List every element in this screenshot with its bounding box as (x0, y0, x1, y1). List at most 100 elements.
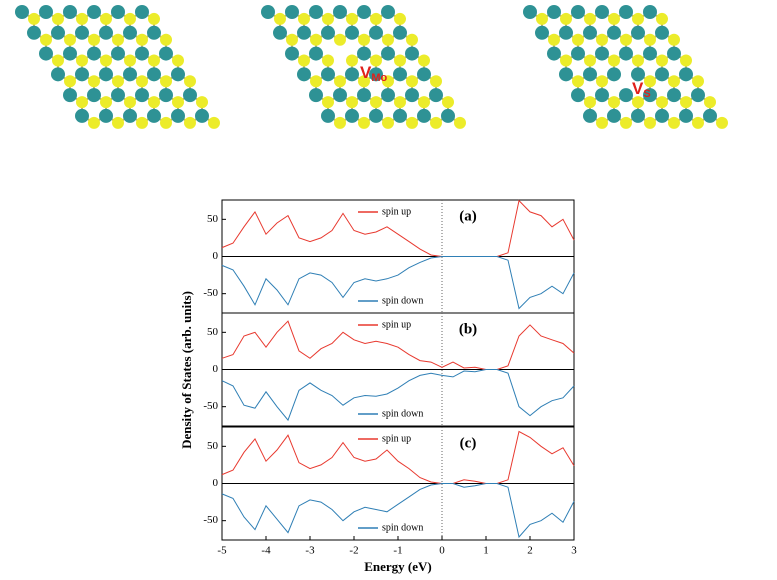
mo-atom (273, 25, 287, 40)
mo-atom (571, 46, 585, 61)
mo-atom (523, 5, 537, 19)
s-atom (548, 33, 560, 46)
mo-atom (393, 67, 407, 82)
vacancy-subscript: Mo (371, 72, 387, 84)
s-atom (124, 96, 136, 109)
s-atom (148, 12, 160, 25)
mo-atom (417, 67, 431, 82)
mo-atom (643, 46, 657, 61)
mo-atom (99, 108, 113, 123)
mo-atom (123, 67, 137, 82)
s-atom (394, 96, 406, 109)
s-atom (394, 54, 406, 67)
s-atom (418, 96, 430, 109)
mo-atom (607, 108, 621, 123)
s-atom (656, 12, 668, 25)
s-atom (704, 96, 716, 109)
dos-line (221, 369, 575, 422)
mo-atom (667, 46, 681, 61)
mo-atom (357, 88, 371, 103)
s-atom (274, 12, 286, 25)
s-atom (454, 116, 466, 129)
vacancy-label: VMo (360, 63, 388, 83)
s-atom (298, 12, 310, 25)
mo-atom (345, 108, 359, 123)
mo-atom (135, 88, 149, 103)
mo-atom (655, 108, 669, 123)
mo-atom (171, 108, 185, 123)
s-atom (620, 33, 632, 46)
s-atom (382, 33, 394, 46)
x-tick-label: -4 (261, 545, 271, 557)
s-atom (632, 54, 644, 67)
mo-atom (135, 5, 149, 19)
mo-atom (321, 108, 335, 123)
s-atom (430, 75, 442, 88)
mo-atom (441, 108, 455, 123)
mo-atom (27, 25, 41, 40)
s-atom (406, 75, 418, 88)
x-tick-label: 0 (439, 545, 445, 557)
mo-atom (595, 5, 609, 19)
vacancy-subscript: S (643, 88, 650, 100)
mo-atom (405, 88, 419, 103)
s-atom (52, 12, 64, 25)
mo-atom (75, 108, 89, 123)
y-tick-label: -50 (203, 400, 218, 412)
mo-atom (147, 67, 161, 82)
mo-atom (643, 88, 657, 103)
legend-label: spin up (382, 433, 411, 444)
mo-atom (147, 25, 161, 40)
mo-atom (171, 67, 185, 82)
s-atom (680, 96, 692, 109)
s-atom (64, 75, 76, 88)
s-atom (322, 54, 334, 67)
mo-atom (135, 46, 149, 61)
mo-atom (595, 46, 609, 61)
s-atom (322, 12, 334, 25)
s-atom (584, 54, 596, 67)
x-tick-label: -1 (393, 545, 402, 557)
s-atom (322, 96, 334, 109)
mo-atom (99, 25, 113, 40)
s-atom (112, 116, 124, 129)
s-atom (620, 116, 632, 129)
dos-line (221, 483, 575, 539)
s-atom (406, 33, 418, 46)
mo-atom (321, 25, 335, 40)
s-atom (76, 96, 88, 109)
s-atom (692, 75, 704, 88)
x-tick-label: 3 (571, 545, 577, 557)
legend-label: spin down (382, 522, 423, 533)
s-atom (382, 116, 394, 129)
mo-atom (583, 108, 597, 123)
s-atom (148, 54, 160, 67)
mo-atom (691, 88, 705, 103)
s-atom (608, 54, 620, 67)
s-atom (584, 12, 596, 25)
s-atom (136, 75, 148, 88)
legend-label: spin up (382, 206, 411, 217)
mo-atom (607, 25, 621, 40)
y-tick-label: 0 (213, 477, 219, 489)
panel-label: (b) (459, 321, 477, 337)
mo-atom (345, 67, 359, 82)
mo-atom (321, 67, 335, 82)
mo-atom (559, 67, 573, 82)
mo-atom (369, 25, 383, 40)
mo-atom (111, 88, 125, 103)
s-atom (358, 33, 370, 46)
mo-atom (631, 108, 645, 123)
s-atom (160, 75, 172, 88)
mo-atom (643, 5, 657, 19)
mo-atom (75, 25, 89, 40)
s-atom (358, 116, 370, 129)
mo-atom (583, 25, 597, 40)
s-atom (608, 96, 620, 109)
mo-atom (285, 5, 299, 19)
s-atom (596, 116, 608, 129)
y-tick-label: 0 (213, 250, 219, 262)
s-atom (160, 33, 172, 46)
mo-atom (87, 5, 101, 19)
mo-atom (309, 46, 323, 61)
